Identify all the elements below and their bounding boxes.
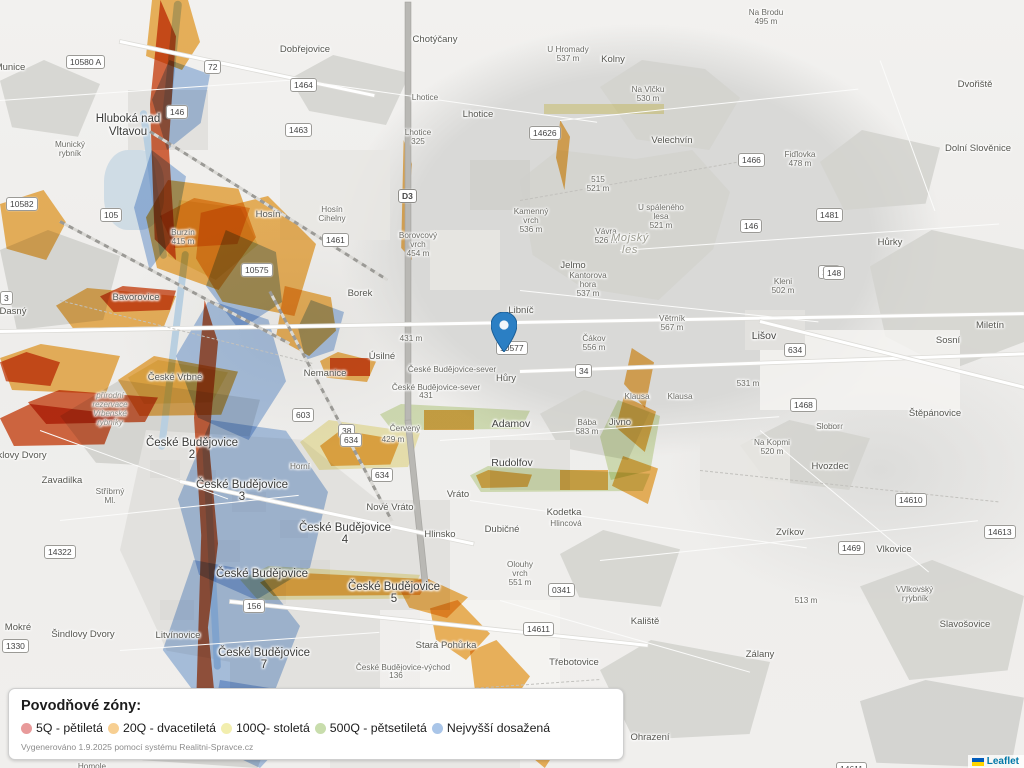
road-shield: 14611 bbox=[836, 762, 868, 768]
road-shield: 1464 bbox=[290, 78, 317, 92]
legend-color-dot bbox=[314, 722, 326, 734]
road-shield: 603 bbox=[292, 408, 315, 422]
road-shield: 1330 bbox=[2, 639, 29, 653]
road-shield: 146 bbox=[166, 105, 189, 119]
road-shield: 634 bbox=[340, 433, 363, 447]
road-shield: 10580 A bbox=[66, 55, 106, 69]
road-shield: 14322 bbox=[44, 545, 76, 559]
ukraine-flag-icon bbox=[971, 757, 984, 766]
road-shield: 14626 bbox=[529, 126, 561, 140]
road-shield: D3 bbox=[398, 189, 417, 203]
road-shield: 10575 bbox=[241, 263, 273, 277]
road-shield: 1469 bbox=[838, 541, 865, 555]
road-shield: 1466 bbox=[738, 153, 765, 167]
road-shield: 146 bbox=[740, 219, 763, 233]
road-shield: 1463 bbox=[285, 123, 312, 137]
legend-item-label: Nejvyšší dosažená bbox=[446, 721, 551, 735]
legend-item: 20Q - dvacetiletá bbox=[108, 721, 216, 735]
location-marker[interactable] bbox=[490, 311, 518, 353]
road-shield: 148 bbox=[823, 266, 846, 280]
legend-items: 5Q - pětiletá 20Q - dvacetiletá 100Q- stol… bbox=[21, 721, 611, 735]
leaflet-link[interactable]: Leaflet bbox=[986, 756, 1019, 767]
road-shield: 10582 bbox=[6, 197, 38, 211]
road-shield: 1468 bbox=[790, 398, 817, 412]
legend-item-label: 20Q - dvacetiletá bbox=[123, 721, 216, 735]
legend-item: 5Q - pětiletá bbox=[21, 721, 103, 735]
legend-color-dot bbox=[21, 722, 32, 734]
legend-title: Povodňové zóny: bbox=[21, 698, 142, 714]
road-shield: 3 bbox=[0, 291, 13, 305]
road-shield: 1481 bbox=[816, 208, 843, 222]
road-shield: 1461 bbox=[322, 233, 349, 247]
road-shield: 14613 bbox=[984, 525, 1016, 539]
road-shield: 72 bbox=[204, 60, 222, 74]
road-shield: 634 bbox=[371, 468, 394, 482]
legend-item-label: 500Q - pětsetiletá bbox=[329, 721, 427, 735]
legend-footer: Vygenerováno 1.9.2025 pomocí systému Rea… bbox=[21, 742, 254, 752]
legend-item-label: 100Q- stoletá bbox=[235, 721, 310, 735]
legend-color-dot bbox=[431, 722, 443, 734]
road-shield: 0341 bbox=[548, 583, 575, 597]
leaflet-attribution[interactable]: Leaflet bbox=[967, 755, 1024, 768]
legend-item: 500Q - pětsetiletá bbox=[314, 721, 427, 735]
road-shield: 105 bbox=[100, 208, 123, 222]
legend-color-dot bbox=[220, 722, 232, 734]
road-shield: 634 bbox=[784, 343, 807, 357]
road-shield: 14610 bbox=[895, 493, 927, 507]
road-shield: 34 bbox=[575, 364, 593, 378]
legend-color-dot bbox=[108, 722, 119, 734]
legend-item: Nejvyšší dosažená bbox=[431, 721, 551, 735]
legend-item: 100Q- stoletá bbox=[220, 721, 310, 735]
road-shield: 14611 bbox=[523, 622, 555, 636]
legend-item-label: 5Q - pětiletá bbox=[36, 721, 103, 735]
flood-zone-legend: Povodňové zóny: 5Q - pětiletá 20Q - dvace… bbox=[8, 688, 624, 760]
road-shield: 156 bbox=[243, 599, 266, 613]
